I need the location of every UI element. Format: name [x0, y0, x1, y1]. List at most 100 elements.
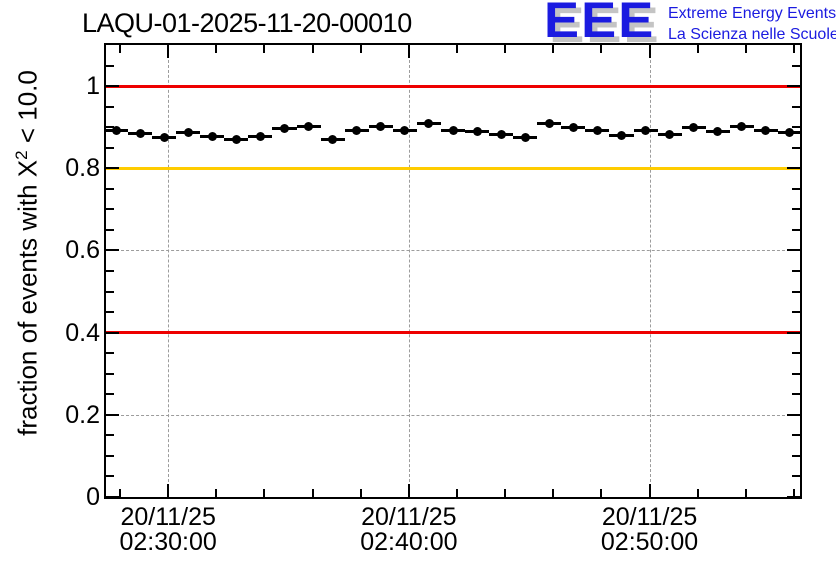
- y-tick-label: 0.8: [65, 154, 100, 183]
- y-tick-label: 1: [86, 72, 100, 101]
- plot-area: [104, 43, 802, 499]
- data-point-marker: [207, 131, 217, 141]
- data-point-marker: [135, 129, 145, 139]
- x-minor-tick-top: [504, 45, 507, 53]
- data-point-marker: [280, 124, 289, 134]
- x-minor-tick-top: [456, 45, 458, 53]
- y-major-tick-right: [787, 249, 800, 252]
- x-gridline: [168, 45, 170, 497]
- x-minor-tick-bottom: [696, 489, 699, 497]
- y-minor-tick-right: [792, 105, 800, 108]
- y-minor-tick-right: [792, 393, 800, 396]
- data-point-marker: [376, 121, 386, 131]
- x-minor-tick-top: [600, 45, 603, 53]
- x-minor-tick-top: [552, 45, 555, 53]
- x-minor-tick-top: [359, 45, 362, 53]
- y-major-tick-left: [106, 496, 119, 497]
- y-minor-tick-right: [792, 270, 800, 272]
- y-minor-tick-left: [106, 64, 114, 67]
- y-major-tick-right: [787, 413, 800, 416]
- y-tick-label: 0.6: [65, 236, 100, 265]
- y-minor-tick-right: [792, 475, 800, 478]
- y-minor-tick-left: [106, 208, 114, 211]
- y-minor-tick-right: [792, 146, 800, 149]
- y-minor-tick-left: [106, 187, 114, 190]
- y-minor-tick-left: [106, 475, 114, 478]
- data-point-marker: [424, 119, 434, 129]
- y-major-tick-left: [106, 85, 119, 88]
- x-minor-tick-bottom: [311, 489, 314, 497]
- x-tick-label-time: 02:30:00: [119, 528, 217, 556]
- y-major-tick-right: [787, 85, 800, 88]
- data-point-marker: [713, 126, 723, 136]
- y-minor-tick-left: [106, 393, 114, 396]
- reference-line: [106, 331, 800, 335]
- data-point-marker: [448, 125, 458, 135]
- y-tick-label: 0.2: [65, 400, 100, 429]
- x-gridline: [408, 45, 410, 497]
- eee-logo-text: Extreme Energy Events La Scienza nelle S…: [668, 3, 836, 45]
- x-minor-tick-top: [792, 45, 795, 53]
- x-minor-tick-bottom: [359, 489, 362, 497]
- data-point-marker: [641, 125, 651, 135]
- data-point-marker: [737, 121, 747, 131]
- y-minor-tick-left: [106, 105, 114, 108]
- x-minor-tick-bottom: [119, 489, 122, 497]
- y-major-tick-right: [787, 331, 800, 334]
- reference-line: [106, 84, 800, 88]
- y-minor-tick-right: [792, 126, 800, 129]
- data-point-marker: [159, 132, 169, 142]
- x-major-tick-top: [167, 45, 170, 58]
- y-minor-tick-right: [792, 187, 800, 190]
- data-point-marker: [761, 126, 771, 136]
- data-point-marker: [231, 135, 241, 144]
- data-point-marker: [592, 125, 602, 135]
- x-major-tick-top: [648, 45, 651, 58]
- x-tick-label: 20/11/25 02:40:00: [339, 505, 479, 555]
- y-minor-tick-left: [106, 352, 114, 355]
- x-minor-tick-top: [696, 45, 699, 53]
- x-gridline: [649, 45, 651, 497]
- x-minor-tick-bottom: [792, 489, 795, 497]
- y-gridline: [106, 250, 800, 252]
- y-tick-label: 0: [86, 483, 100, 511]
- x-minor-tick-bottom: [504, 489, 507, 497]
- data-point-marker: [472, 126, 482, 136]
- x-minor-tick-bottom: [456, 489, 458, 497]
- y-minor-tick-right: [792, 64, 800, 67]
- x-minor-tick-bottom: [552, 489, 555, 497]
- y-minor-tick-left: [106, 126, 114, 129]
- x-minor-tick-top: [215, 45, 218, 53]
- data-point-marker: [328, 134, 338, 144]
- y-minor-tick-left: [106, 290, 114, 293]
- y-minor-tick-right: [792, 228, 800, 231]
- data-point-marker: [665, 129, 675, 139]
- y-minor-tick-left: [106, 454, 114, 457]
- y-axis-title-suffix: < 10.0: [12, 70, 43, 151]
- x-tick-label-date: 20/11/25: [120, 503, 216, 531]
- x-minor-tick-bottom: [263, 489, 266, 497]
- reference-line: [106, 166, 800, 170]
- data-point-marker: [496, 130, 506, 140]
- eee-logo-line1: Extreme Energy Events: [668, 5, 836, 22]
- data-point-marker: [689, 122, 699, 132]
- x-minor-tick-top: [119, 45, 122, 53]
- eee-logo-acronym: EEE: [544, 0, 656, 48]
- x-minor-tick-bottom: [600, 489, 603, 497]
- data-point-marker: [568, 122, 578, 132]
- y-minor-tick-right: [792, 454, 800, 457]
- y-major-tick-left: [106, 167, 119, 170]
- y-minor-tick-left: [106, 146, 114, 149]
- y-minor-tick-left: [106, 270, 114, 272]
- y-axis-title-sup: 2: [12, 150, 31, 160]
- y-minor-tick-right: [792, 290, 800, 293]
- data-point-marker: [352, 126, 362, 136]
- y-major-tick-right: [787, 496, 800, 497]
- y-gridline: [106, 414, 800, 416]
- y-minor-tick-right: [792, 352, 800, 355]
- y-axis-title: fraction of events with X2 < 10.0: [5, 23, 43, 483]
- data-point-marker: [304, 122, 314, 132]
- x-major-tick-bottom: [648, 484, 651, 497]
- y-axis-title-prefix: fraction of events with X: [12, 159, 43, 436]
- y-minor-tick-right: [792, 372, 800, 375]
